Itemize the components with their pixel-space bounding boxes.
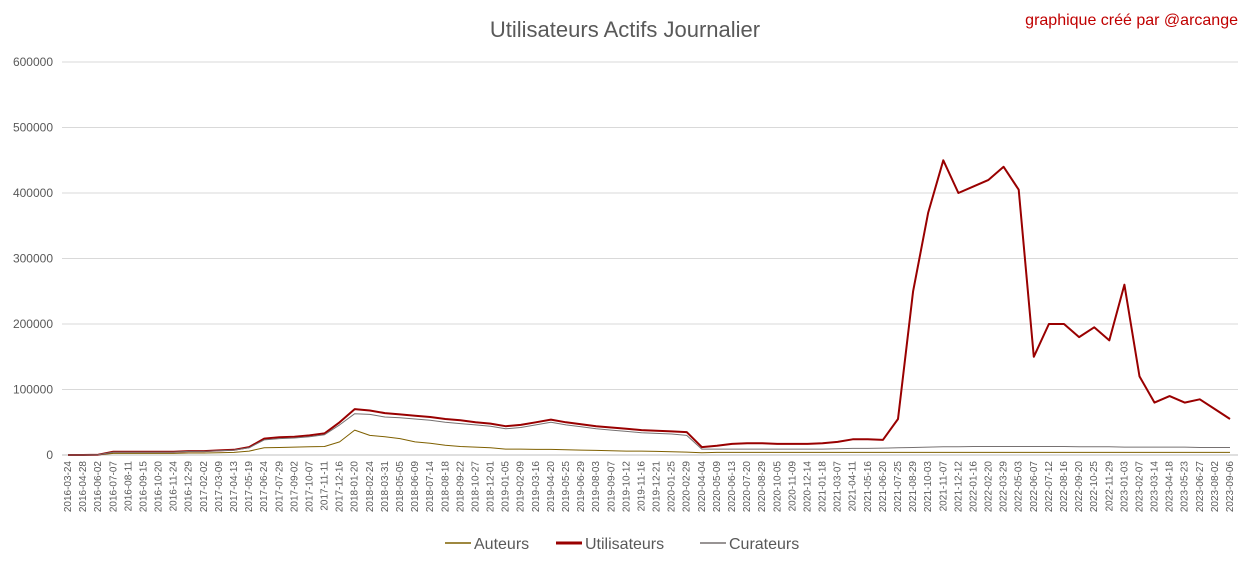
x-tick-label: 2019-04-20 [546,461,557,513]
y-tick-label: 300000 [13,252,53,266]
x-tick-label: 2016-10-20 [154,461,165,513]
x-tick-label: 2022-01-16 [968,461,979,513]
x-tick-label: 2022-11-29 [1104,461,1115,512]
x-tick-label: 2017-09-02 [289,461,300,513]
x-tick-label: 2022-09-20 [1074,461,1085,513]
x-tick-label: 2021-01-18 [818,461,829,513]
x-tick-label: 2021-06-20 [878,461,889,513]
x-tick-label: 2018-09-22 [455,461,466,513]
x-tick-label: 2020-10-05 [772,461,783,513]
x-tick-label: 2018-03-31 [380,461,391,513]
x-tick-label: 2022-08-16 [1059,461,1070,513]
x-tick-label: 2020-05-09 [712,461,723,513]
y-tick-label: 600000 [13,55,53,69]
x-tick-label: 2016-09-15 [138,461,149,513]
x-tick-label: 2022-02-20 [984,461,995,513]
y-tick-label: 100000 [13,383,53,397]
x-tick-label: 2016-04-28 [78,461,89,513]
x-tick-label: 2020-12-14 [802,461,813,513]
x-tick-label: 2018-06-09 [410,461,421,513]
x-tick-label: 2016-06-02 [93,461,104,513]
x-tick-label: 2022-06-07 [1029,461,1040,513]
x-tick-label: 2022-10-25 [1089,461,1100,513]
x-tick-label: 2018-01-20 [350,461,361,513]
x-tick-label: 2023-09-06 [1225,461,1236,513]
legend-label: Curateurs [729,536,799,553]
x-tick-label: 2019-09-07 [606,461,617,513]
x-tick-label: 2016-07-07 [108,461,119,513]
x-tick-label: 2019-02-09 [516,461,527,513]
x-tick-label: 2023-03-14 [1150,461,1161,513]
x-tick-label: 2019-03-16 [531,461,542,513]
x-tick-label: 2021-05-16 [863,461,874,513]
x-tick-label: 2019-12-21 [652,461,663,513]
x-tick-label: 2020-02-29 [682,461,693,513]
x-tick-label: 2017-04-13 [229,461,240,513]
y-tick-label: 0 [46,448,53,462]
x-tick-label: 2023-08-02 [1210,461,1221,513]
x-tick-label: 2019-08-03 [591,461,602,513]
x-tick-label: 2022-05-03 [1014,461,1025,513]
x-tick-label: 2022-07-12 [1044,461,1055,513]
x-tick-label: 2021-07-25 [893,461,904,513]
x-tick-label: 2023-06-27 [1195,461,1206,513]
x-tick-label: 2019-06-29 [576,461,587,513]
x-tick-label: 2019-05-25 [561,461,572,513]
x-tick-label: 2017-06-24 [259,461,270,513]
gridlines [62,61,1238,390]
x-tick-label: 2017-07-29 [274,461,285,513]
x-tick-label: 2019-11-16 [636,461,647,512]
x-tick-label: 2017-02-02 [199,461,210,513]
y-tick-label: 500000 [13,121,53,135]
series-line-utilisateurs [68,159,1231,456]
x-tick-label: 2023-05-23 [1180,461,1191,513]
x-tick-label: 2017-03-09 [214,461,225,513]
x-tick-label: 2022-03-29 [999,461,1010,513]
chart-title: Utilisateurs Actifs Journalier [490,17,760,42]
series-line-auteurs [68,429,1230,456]
x-tick-label: 2018-12-01 [486,461,497,513]
legend-label: Auteurs [474,536,529,553]
x-tick-label: 2021-08-29 [908,461,919,513]
x-tick-label: 2020-07-20 [742,461,753,513]
chart-credit: graphique créé par @arcange [1025,12,1238,29]
x-tick-label: 2020-04-04 [697,461,708,513]
x-tick-label: 2017-05-19 [244,461,255,513]
series-line-curateurs [68,413,1230,456]
x-tick-label: 2019-10-12 [621,461,632,513]
x-tick-label: 2021-11-07 [938,461,949,512]
x-tick-label: 2020-06-13 [727,461,738,513]
y-axis-ticks: 0 100000 200000 300000 400000 500000 600000 [13,55,53,462]
x-tick-label: 2020-01-25 [667,461,678,513]
x-tick-label: 2021-03-07 [833,461,844,513]
x-tick-label: 2018-10-27 [470,461,481,513]
x-tick-label: 2021-12-12 [953,461,964,513]
x-tick-label: 2023-02-07 [1134,461,1145,513]
x-tick-label: 2021-04-11 [848,461,859,512]
x-tick-label: 2019-01-05 [501,461,512,513]
x-tick-label: 2017-12-16 [335,461,346,513]
x-tick-label: 2023-04-18 [1165,461,1176,513]
x-tick-label: 2017-11-11 [320,461,331,511]
x-tick-label: 2018-02-24 [365,461,376,513]
x-tick-label: 2018-05-05 [395,461,406,513]
x-tick-label: 2017-10-07 [304,461,315,513]
legend-label: Utilisateurs [585,536,664,553]
series-lines [68,159,1231,456]
y-tick-label: 400000 [13,186,53,200]
x-tick-label: 2016-12-29 [184,461,195,513]
x-tick-label: 2016-11-24 [169,461,180,512]
legend: Auteurs Utilisateurs Curateurs [445,536,799,553]
y-tick-label: 200000 [13,317,53,331]
x-tick-label: 2016-08-11 [123,461,134,512]
x-tick-label: 2020-08-29 [757,461,768,513]
x-tick-label: 2021-10-03 [923,461,934,513]
x-tick-label: 2023-01-03 [1119,461,1130,513]
x-tick-label: 2018-07-14 [425,461,436,513]
x-tick-label: 2020-11-09 [787,461,798,512]
x-tick-label: 2016-03-24 [63,461,74,513]
x-tick-label: 2018-08-18 [440,461,451,513]
x-axis-ticks: 2016-03-24 2016-04-28 2016-06-02 2016-07-07… [63,461,1236,513]
